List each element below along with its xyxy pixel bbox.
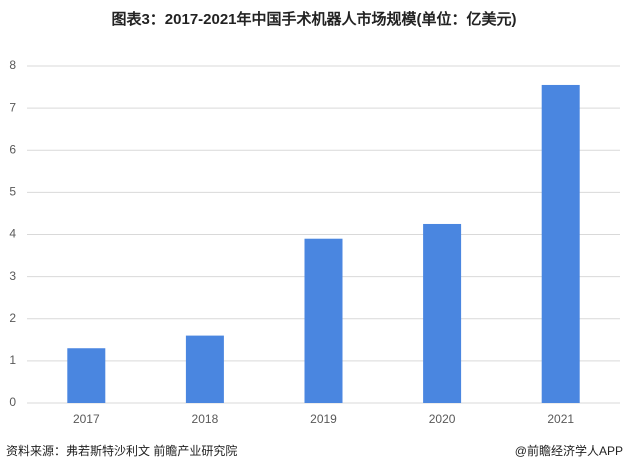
bar xyxy=(304,238,343,403)
credit: @前瞻经济学人APP xyxy=(515,443,623,458)
y-tick-label: 5 xyxy=(9,185,16,199)
source-note: 资料来源：弗若斯特沙利文 前瞻产业研究院 xyxy=(6,443,237,458)
y-tick-label: 1 xyxy=(9,353,16,367)
bar xyxy=(541,84,580,404)
x-tick-label: 2017 xyxy=(73,412,100,426)
bar xyxy=(67,348,106,403)
bar xyxy=(423,223,462,403)
y-tick-label: 7 xyxy=(9,100,16,114)
y-tick-label: 2 xyxy=(9,311,16,325)
y-tick-label: 8 xyxy=(9,58,16,72)
y-tick-label: 4 xyxy=(9,227,16,241)
x-tick-label: 2019 xyxy=(310,412,337,426)
y-tick-label: 0 xyxy=(9,395,16,409)
bar xyxy=(185,335,224,403)
x-tick-label: 2018 xyxy=(192,412,219,426)
y-tick-label: 6 xyxy=(9,142,16,156)
y-tick-label: 3 xyxy=(9,269,16,283)
chart-title: 图表3：2017-2021年中国手术机器人市场规模(单位：亿美元) xyxy=(111,10,516,28)
x-tick-label: 2021 xyxy=(547,412,574,426)
x-tick-label: 2020 xyxy=(429,412,456,426)
